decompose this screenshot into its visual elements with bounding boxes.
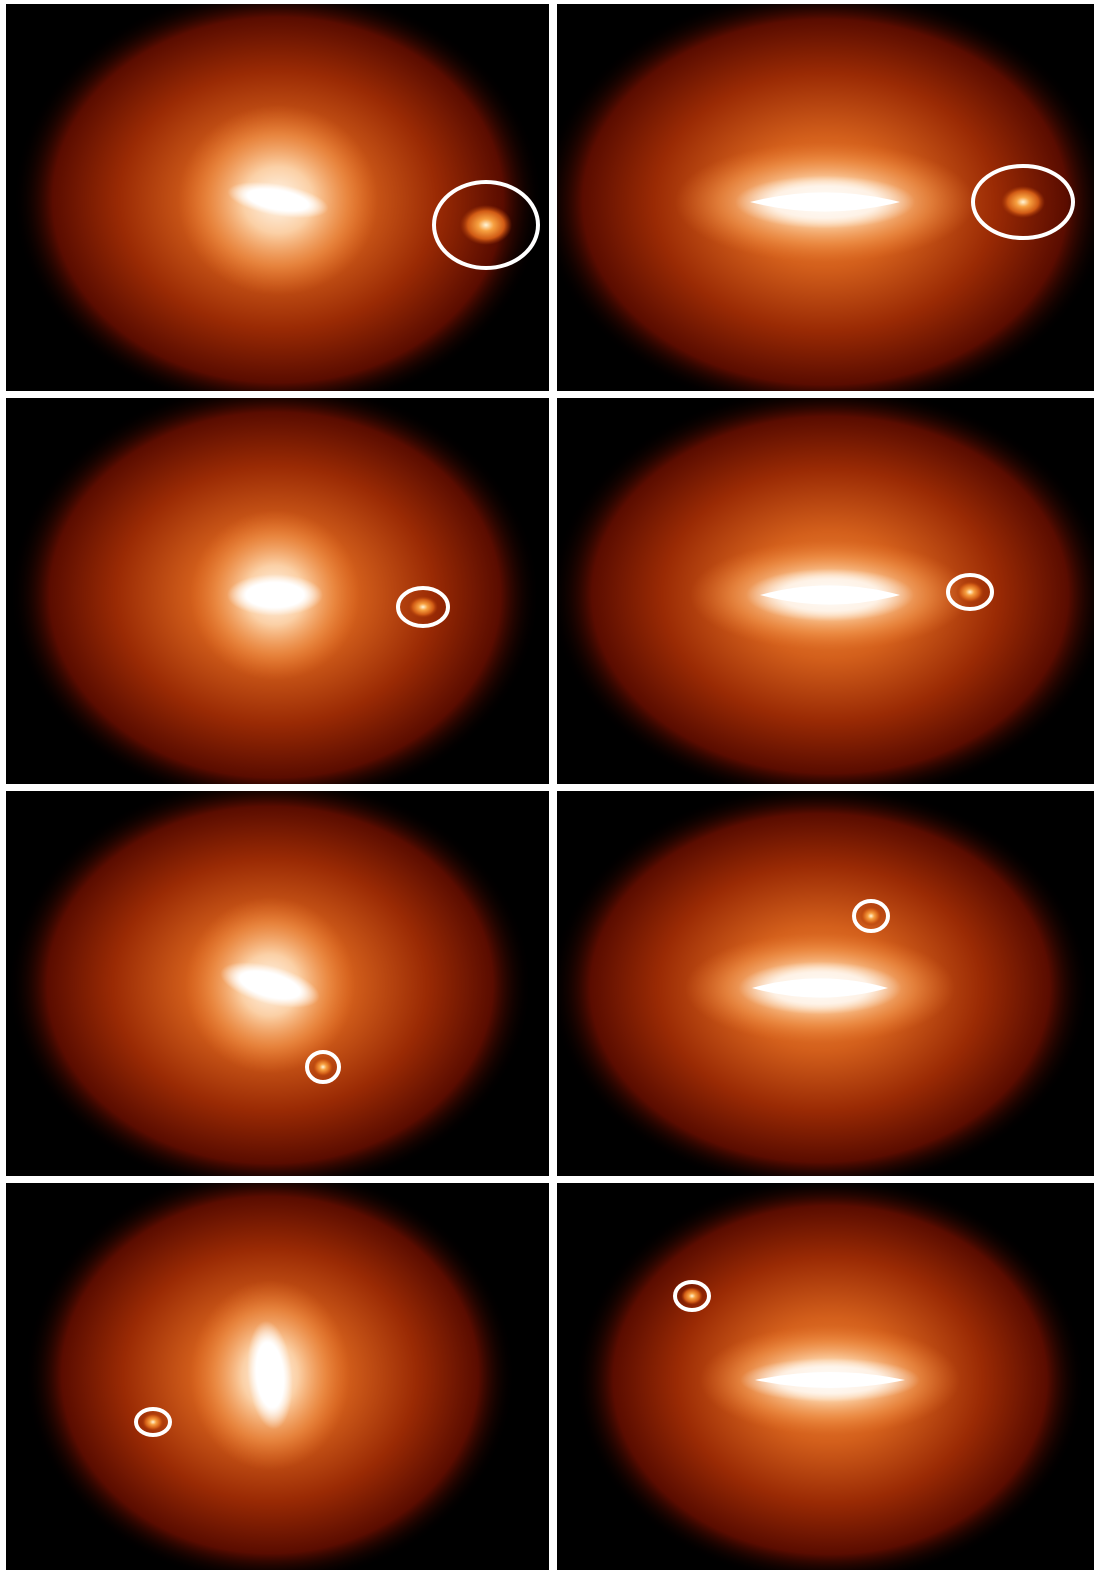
satellite-ring bbox=[432, 180, 540, 270]
core bbox=[220, 962, 320, 1008]
satellite-ring bbox=[305, 1050, 341, 1084]
panel bbox=[557, 4, 1094, 391]
disk bbox=[760, 585, 900, 605]
panel bbox=[6, 1183, 549, 1570]
satellite bbox=[142, 1413, 164, 1431]
satellite bbox=[460, 205, 512, 245]
core bbox=[227, 181, 329, 219]
satellite bbox=[1001, 186, 1045, 218]
satellite bbox=[408, 596, 438, 618]
panel bbox=[557, 791, 1094, 1176]
core bbox=[227, 574, 323, 616]
satellite bbox=[860, 906, 882, 926]
panel bbox=[6, 398, 549, 784]
satellite-ring bbox=[134, 1407, 172, 1437]
disk bbox=[755, 1372, 905, 1388]
panel bbox=[557, 398, 1094, 784]
satellite-ring bbox=[852, 899, 890, 933]
panel bbox=[557, 1183, 1094, 1570]
core bbox=[247, 1320, 293, 1430]
disk bbox=[750, 192, 900, 212]
satellite-ring bbox=[673, 1280, 711, 1312]
satellite bbox=[956, 581, 984, 603]
satellite-ring bbox=[946, 573, 994, 611]
satellite bbox=[312, 1057, 334, 1077]
satellite-ring bbox=[396, 586, 450, 628]
satellite bbox=[681, 1287, 703, 1305]
satellite-ring bbox=[971, 164, 1075, 240]
panel bbox=[6, 791, 549, 1176]
disk bbox=[752, 978, 888, 998]
panel bbox=[6, 4, 549, 391]
